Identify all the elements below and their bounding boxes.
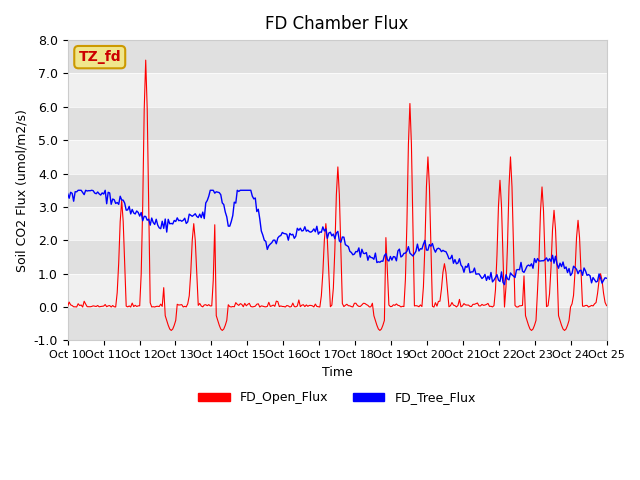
FD_Tree_Flux [244,187,252,193]
FD_Tree_Flux [64,191,72,196]
FD_Tree_Flux [500,282,508,288]
Bar [68,207,607,240]
Text: TZ_fd: TZ_fd [79,50,121,64]
FD_Tree_Flux [74,187,82,193]
FD_Tree_Flux [131,211,139,217]
Bar [68,107,607,140]
Bar [68,140,607,174]
Line: FD_Tree_Flux: FD_Tree_Flux [68,190,607,285]
FD_Open_Flux [130,304,138,310]
FD_Open_Flux [246,300,253,306]
Bar [68,174,607,207]
FD_Open_Flux [603,303,611,309]
FD_Tree_Flux [226,223,234,229]
Title: FD Chamber Flux: FD Chamber Flux [266,15,409,33]
FD_Tree_Flux [301,224,308,229]
FD_Open_Flux [168,327,175,333]
Line: FD_Open_Flux: FD_Open_Flux [68,60,607,330]
FD_Open_Flux [576,235,584,240]
FD_Tree_Flux [603,276,611,281]
Y-axis label: Soil CO2 Flux (umol/m2/s): Soil CO2 Flux (umol/m2/s) [15,109,28,272]
Bar [68,40,607,73]
FD_Open_Flux [255,301,262,307]
Bar [68,274,607,307]
X-axis label: Time: Time [322,366,353,379]
FD_Open_Flux [64,303,72,309]
FD_Tree_Flux [253,209,260,215]
Bar [68,73,607,107]
FD_Open_Flux [227,304,235,310]
Bar [68,240,607,274]
Legend: FD_Open_Flux, FD_Tree_Flux: FD_Open_Flux, FD_Tree_Flux [193,386,481,409]
FD_Open_Flux [303,302,310,308]
FD_Tree_Flux [576,268,584,274]
Bar [68,307,607,340]
FD_Open_Flux [142,57,150,63]
